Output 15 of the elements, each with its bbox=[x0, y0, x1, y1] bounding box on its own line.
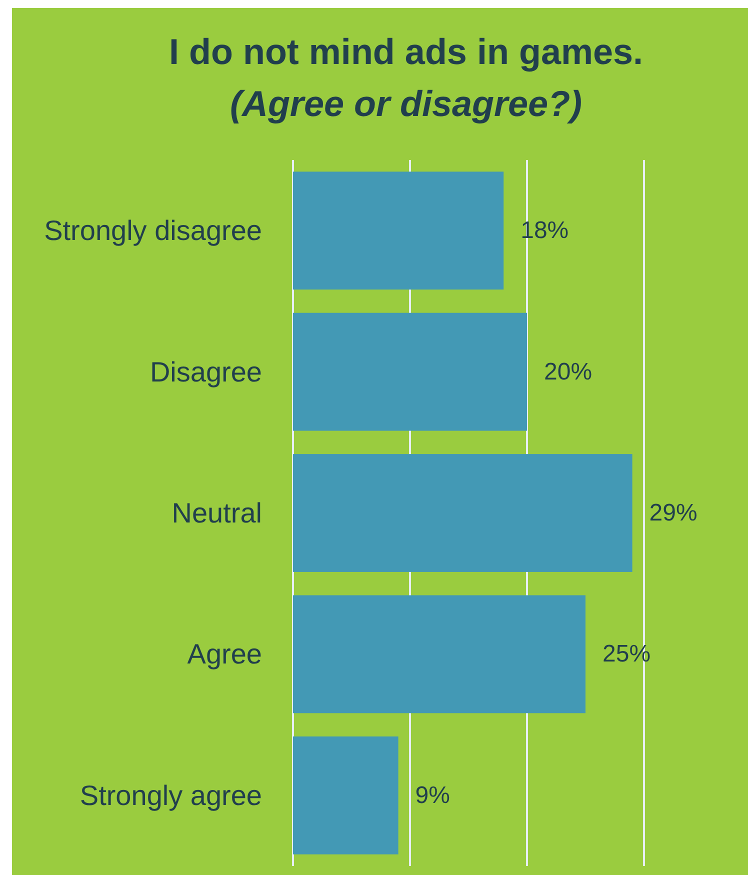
y-tick-label: Neutral bbox=[172, 498, 262, 528]
bar bbox=[293, 454, 632, 572]
y-tick-label: Strongly disagree bbox=[44, 215, 262, 246]
chart-subtitle: (Agree or disagree?) bbox=[230, 83, 582, 124]
y-tick-label: Disagree bbox=[150, 356, 262, 388]
bar bbox=[293, 312, 527, 431]
data-label: 9% bbox=[415, 782, 450, 809]
y-tick-label: Agree bbox=[187, 638, 262, 670]
data-label: 20% bbox=[544, 358, 592, 386]
y-tick-label: Strongly agree bbox=[80, 780, 262, 811]
bar bbox=[293, 172, 504, 290]
bar bbox=[293, 736, 398, 854]
chart-title: I do not mind ads in games. bbox=[168, 31, 644, 72]
data-label: 29% bbox=[649, 500, 698, 526]
bar bbox=[293, 595, 586, 714]
